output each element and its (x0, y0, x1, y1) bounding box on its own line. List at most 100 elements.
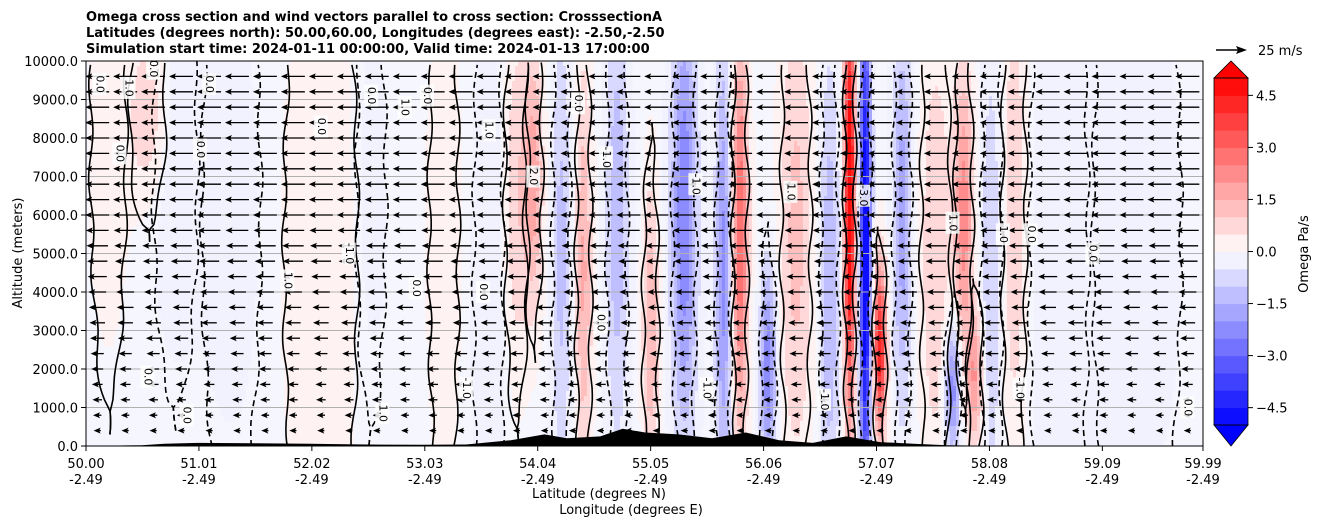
omega-cell (1169, 76, 1173, 82)
omega-cell (863, 81, 867, 87)
omega-cell (776, 86, 780, 92)
omega-cell (161, 66, 165, 72)
omega-cell (110, 61, 114, 67)
omega-cell (926, 66, 930, 72)
omega-cell (785, 86, 789, 92)
omega-cell (626, 66, 630, 72)
omega-cell (380, 81, 384, 87)
omega-cell (374, 71, 378, 77)
omega-cell (992, 86, 996, 92)
omega-cell (860, 86, 864, 92)
omega-cell (1022, 71, 1026, 77)
omega-cell (1004, 86, 1008, 92)
omega-cell (965, 81, 969, 87)
omega-cell (1019, 86, 1023, 92)
omega-cell (1070, 76, 1074, 82)
omega-cell (998, 131, 1002, 137)
omega-cell (170, 81, 174, 87)
omega-cell (308, 86, 312, 92)
omega-cell (479, 86, 483, 92)
omega-cell (254, 146, 258, 152)
omega-cell (923, 81, 927, 87)
omega-cell (1034, 81, 1038, 87)
omega-cell (614, 86, 618, 92)
omega-cell (698, 61, 702, 67)
omega-cell (1160, 76, 1164, 82)
omega-cell (905, 86, 909, 92)
omega-cell (632, 116, 636, 122)
omega-cell (455, 81, 459, 87)
omega-cell (434, 81, 438, 87)
omega-cell (239, 91, 243, 97)
omega-cell (1115, 86, 1119, 92)
omega-cell (1106, 66, 1110, 72)
omega-cell (1055, 66, 1059, 72)
omega-cell (779, 86, 783, 92)
omega-cell (347, 101, 351, 107)
omega-cell (299, 91, 303, 97)
omega-cell (653, 126, 657, 132)
omega-cell (290, 61, 294, 67)
omega-cell (530, 66, 534, 72)
omega-cell (935, 76, 939, 82)
omega-cell (794, 61, 798, 67)
omega-cell (1046, 81, 1050, 87)
omega-cell (146, 86, 150, 92)
omega-cell (833, 66, 837, 72)
omega-cell (806, 61, 810, 67)
omega-cell (671, 86, 675, 92)
omega-cell (1118, 66, 1122, 72)
omega-cell (890, 66, 894, 72)
omega-cell (677, 86, 681, 92)
omega-cell (191, 81, 195, 87)
omega-cell (992, 61, 996, 67)
omega-cell (320, 66, 324, 72)
omega-cell (1088, 76, 1092, 82)
omega-cell (575, 61, 579, 67)
omega-cell (1025, 96, 1029, 102)
omega-cell (908, 86, 912, 92)
omega-cell (551, 76, 555, 82)
omega-cell (542, 81, 546, 87)
omega-cell (1130, 61, 1134, 67)
omega-cell (101, 61, 105, 67)
omega-cell (242, 61, 246, 67)
omega-cell (560, 71, 564, 77)
omega-cell (1121, 66, 1125, 72)
omega-cell (158, 81, 162, 87)
omega-cell (872, 61, 876, 67)
omega-cell (1157, 66, 1161, 72)
omega-cell (494, 86, 498, 92)
omega-cell (251, 116, 255, 122)
chart-title-line-1: Omega cross section and wind vectors par… (86, 10, 662, 25)
omega-cell (695, 66, 699, 72)
omega-cell (452, 86, 456, 92)
omega-cell (581, 61, 585, 67)
omega-cell (137, 86, 141, 92)
omega-cell (686, 86, 690, 92)
omega-cell (1049, 81, 1053, 87)
omega-cell (1163, 86, 1167, 92)
omega-cell (1106, 81, 1110, 87)
omega-cell (899, 61, 903, 67)
omega-cell (1010, 86, 1014, 92)
omega-cell (704, 141, 708, 147)
omega-cell (989, 76, 993, 82)
omega-cell (374, 81, 378, 87)
omega-cell (866, 86, 870, 92)
omega-cell (296, 71, 300, 77)
omega-cell (551, 86, 555, 92)
omega-cell (380, 86, 384, 92)
omega-cell (497, 131, 501, 137)
omega-cell (569, 131, 573, 137)
omega-cell (107, 76, 111, 82)
omega-cell (569, 76, 573, 82)
omega-cell (863, 71, 867, 77)
omega-cell (509, 61, 513, 67)
omega-cell (347, 66, 351, 72)
omega-cell (554, 71, 558, 77)
omega-cell (626, 71, 630, 77)
omega-cell (1142, 76, 1146, 82)
omega-cell (1037, 76, 1041, 82)
omega-cell (560, 66, 564, 72)
